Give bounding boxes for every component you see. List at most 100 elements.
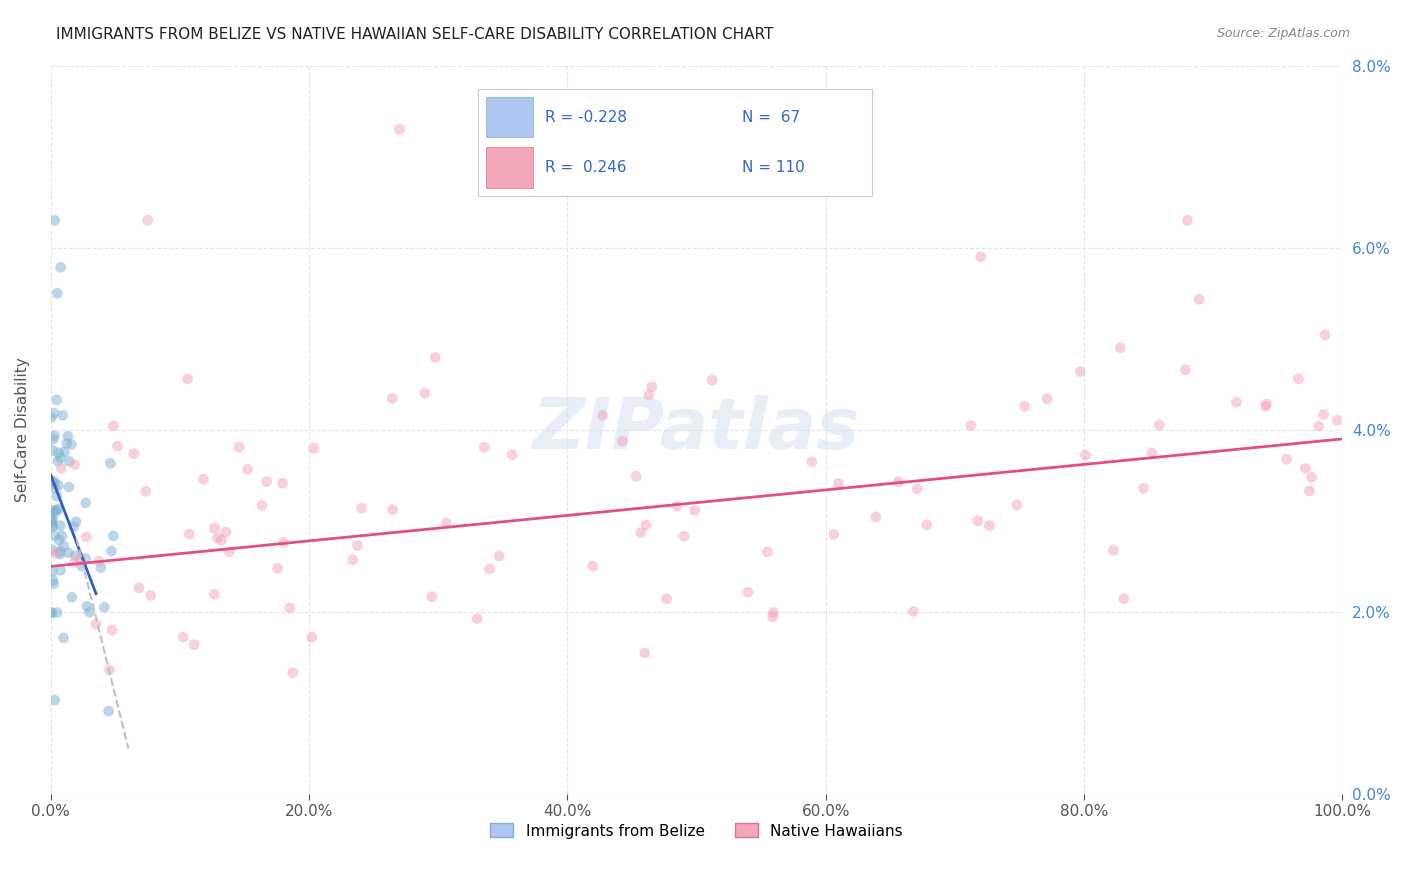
- Point: [1069, 364, 1091, 378]
- Point: [1315, 327, 1337, 342]
- Point: [48, 478, 70, 492]
- Point: [193, 472, 215, 486]
- Point: [176, 372, 198, 386]
- Point: [413, 386, 436, 401]
- Bar: [486, 96, 533, 137]
- Point: [342, 553, 364, 567]
- Point: [1102, 543, 1125, 558]
- Point: [302, 441, 325, 455]
- Point: [45, 489, 67, 503]
- Point: [271, 476, 294, 491]
- Point: [266, 561, 288, 575]
- Point: [128, 581, 150, 595]
- Point: [204, 521, 226, 535]
- Point: [215, 525, 238, 540]
- Point: [63, 519, 86, 533]
- Point: [1326, 413, 1348, 427]
- Point: [41, 515, 63, 529]
- Point: [1275, 452, 1298, 467]
- Point: [273, 535, 295, 549]
- Point: [58, 480, 80, 494]
- Point: [49, 563, 72, 577]
- Point: [51, 529, 73, 543]
- Point: [634, 517, 657, 532]
- Point: [630, 525, 652, 540]
- Point: [70, 559, 93, 574]
- Point: [592, 409, 614, 423]
- Point: [1109, 341, 1132, 355]
- Point: [44, 213, 66, 227]
- Point: [737, 585, 759, 599]
- Point: [75, 551, 97, 566]
- Point: [103, 419, 125, 434]
- Point: [1112, 591, 1135, 606]
- Point: [979, 518, 1001, 533]
- Point: [1177, 213, 1199, 227]
- Point: [46, 454, 69, 468]
- Point: [1014, 400, 1036, 414]
- Point: [98, 456, 121, 470]
- Point: [41, 512, 63, 526]
- Point: [44, 546, 66, 560]
- Point: [44, 428, 66, 442]
- Point: [478, 562, 501, 576]
- Point: [256, 475, 278, 489]
- Point: [90, 560, 112, 574]
- Point: [626, 469, 648, 483]
- Point: [1312, 408, 1334, 422]
- Point: [1225, 395, 1247, 409]
- Point: [44, 693, 66, 707]
- Point: [905, 482, 928, 496]
- Point: [472, 440, 495, 454]
- Point: [762, 609, 785, 624]
- Point: [1294, 461, 1316, 475]
- Point: [762, 606, 785, 620]
- Point: [93, 600, 115, 615]
- Point: [41, 606, 63, 620]
- Point: [1298, 483, 1320, 498]
- Point: [55, 436, 77, 450]
- Text: R =  0.246: R = 0.246: [546, 160, 627, 175]
- Point: [56, 429, 79, 443]
- Point: [42, 574, 65, 588]
- Point: [903, 605, 925, 619]
- Point: [63, 555, 86, 569]
- Point: [501, 448, 523, 462]
- Point: [179, 527, 201, 541]
- Point: [42, 503, 65, 517]
- Point: [970, 250, 993, 264]
- Point: [136, 213, 159, 227]
- Point: [58, 546, 80, 560]
- Point: [465, 612, 488, 626]
- Text: Source: ZipAtlas.com: Source: ZipAtlas.com: [1216, 27, 1350, 40]
- Point: [655, 591, 678, 606]
- Point: [41, 542, 63, 557]
- Point: [42, 519, 65, 533]
- Point: [49, 260, 72, 275]
- Point: [1174, 363, 1197, 377]
- Point: [87, 554, 110, 568]
- Point: [42, 432, 65, 446]
- Point: [49, 544, 72, 558]
- Point: [612, 434, 634, 449]
- Y-axis label: Self-Care Disability: Self-Care Disability: [15, 358, 30, 502]
- Point: [122, 446, 145, 460]
- Text: ZIPatlas: ZIPatlas: [533, 395, 860, 465]
- Point: [42, 406, 65, 420]
- Point: [827, 476, 849, 491]
- Point: [69, 550, 91, 565]
- Point: [103, 529, 125, 543]
- Point: [800, 455, 823, 469]
- Point: [48, 446, 70, 460]
- Point: [278, 600, 301, 615]
- Point: [381, 502, 404, 516]
- Point: [388, 122, 411, 136]
- Point: [967, 514, 990, 528]
- Legend: Immigrants from Belize, Native Hawaiians: Immigrants from Belize, Native Hawaiians: [484, 817, 908, 845]
- Point: [346, 539, 368, 553]
- Point: [45, 503, 67, 517]
- Point: [638, 388, 661, 402]
- Point: [41, 410, 63, 425]
- Text: N =  67: N = 67: [742, 110, 800, 125]
- Bar: [486, 147, 533, 187]
